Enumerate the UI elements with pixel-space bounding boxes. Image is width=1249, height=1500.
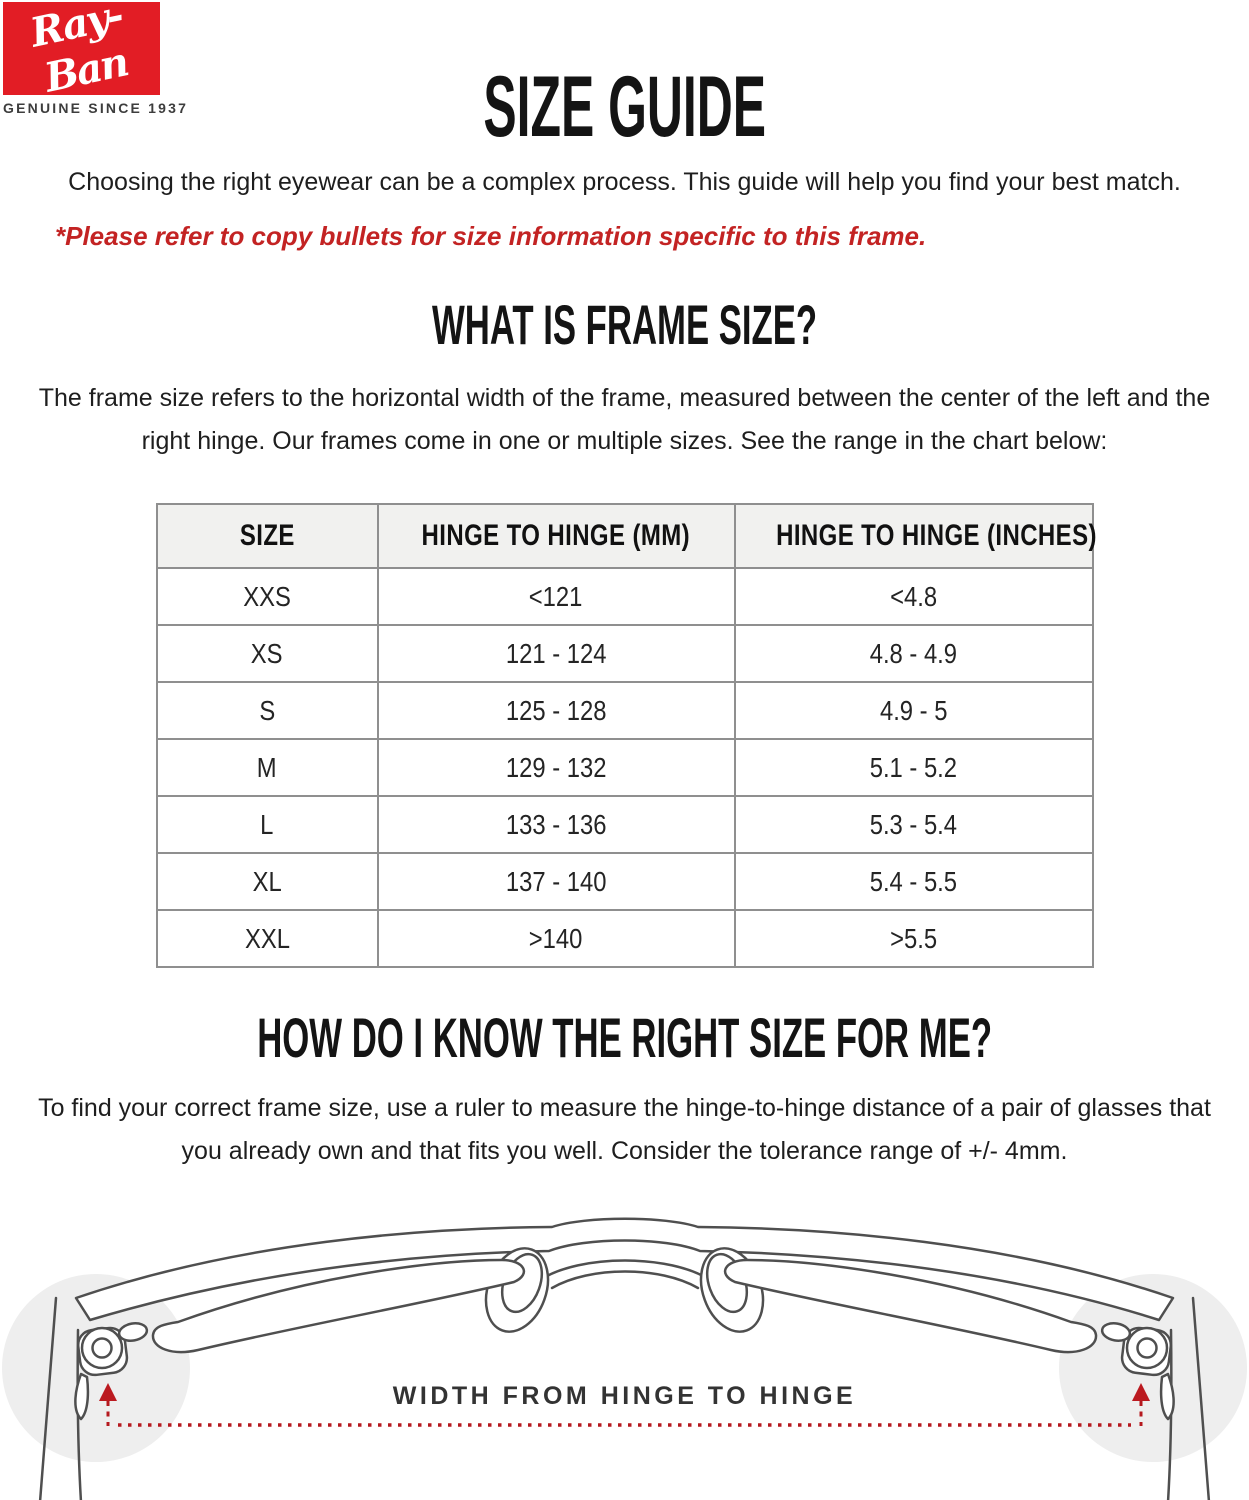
cell-size: S [155, 681, 379, 740]
brand-tagline: GENUINE SINCE 1937 [3, 100, 189, 116]
right-size-heading: HOW DO I KNOW THE RIGHT SIZE FOR ME? [257, 1006, 992, 1069]
cell-mm: 121 - 124 [376, 624, 736, 683]
measure-arrow-up-left-icon [99, 1383, 117, 1401]
table-row: L 133 - 136 5.3 - 5.4 [155, 795, 1094, 854]
nose-pad-left [484, 1247, 550, 1333]
hinge-screw-left [91, 1337, 113, 1359]
table-row: S 125 - 128 4.9 - 5 [155, 681, 1094, 740]
glasses-top-view-drawing [2, 1217, 1247, 1500]
table-row: XXS <121 <4.8 [155, 567, 1094, 626]
cell-inches: 5.4 - 5.5 [733, 852, 1094, 911]
right-size-body: To find your correct frame size, use a r… [38, 1094, 1211, 1165]
nose-bridge-arch [538, 1259, 712, 1282]
temple-arm-left [151, 1258, 526, 1354]
frame-size-body: The frame size refers to the horizontal … [38, 384, 1211, 455]
temple-arm-right [723, 1258, 1098, 1354]
hinge-barrel-right [1100, 1322, 1132, 1342]
cell-size: XL [155, 852, 379, 911]
cell-inches: 5.3 - 5.4 [733, 795, 1094, 854]
cell-mm: 125 - 128 [376, 681, 736, 740]
size-table-header-row: SIZE HINGE TO HINGE (MM) HINGE TO HINGE … [155, 503, 1096, 569]
cell-inches: >5.5 [733, 909, 1094, 968]
page-title: SIZE GUIDE [483, 59, 766, 155]
cell-size: M [155, 738, 379, 797]
rayban-logo: Ray-Ban GENUINE SINCE 1937 [3, 0, 189, 116]
size-table: SIZE HINGE TO HINGE (MM) HINGE TO HINGE … [155, 503, 1096, 968]
table-row: XS 121 - 124 4.8 - 4.9 [155, 624, 1094, 683]
col-header-size: SIZE [155, 503, 379, 569]
table-row: XL 137 - 140 5.4 - 5.5 [155, 852, 1094, 911]
glasses-illustration: WIDTH FROM HINGE TO HINGE [0, 1180, 1249, 1500]
hinge-barrel-left [117, 1322, 149, 1342]
nose-bridge-arch-inner [550, 1270, 700, 1290]
rayban-logo-box: Ray-Ban [3, 0, 160, 101]
col-header-hinge-inches: HINGE TO HINGE (INCHES) [733, 503, 1096, 569]
cell-mm: 133 - 136 [376, 795, 736, 854]
cell-mm: 137 - 140 [376, 852, 736, 911]
table-row: XXL >140 >5.5 [155, 909, 1094, 968]
hinge-width-label: WIDTH FROM HINGE TO HINGE [392, 1382, 857, 1410]
cell-inches: 4.8 - 4.9 [733, 624, 1094, 683]
temple-left-outer-edge [38, 1296, 58, 1500]
frame-note: *Please refer to copy bullets for size i… [55, 221, 927, 251]
temple-right-inner-edge [1166, 1328, 1173, 1500]
temple-right-outer-edge [1191, 1296, 1211, 1500]
cell-inches: <4.8 [733, 567, 1094, 626]
cell-size: L [155, 795, 379, 854]
cell-inches: 5.1 - 5.2 [733, 738, 1094, 797]
cell-size: XS [155, 624, 379, 683]
nose-pad-right [699, 1247, 765, 1333]
cell-mm: 129 - 132 [376, 738, 736, 797]
cell-inches: 4.9 - 5 [733, 681, 1094, 740]
hinge-screw-right [1136, 1337, 1158, 1359]
cell-mm: >140 [376, 909, 736, 968]
temple-tip-loop-right [1159, 1372, 1175, 1421]
table-row: M 129 - 132 5.1 - 5.2 [155, 738, 1094, 797]
frame-size-heading: WHAT IS FRAME SIZE? [431, 293, 818, 356]
measure-arrow-up-right-icon [1132, 1383, 1150, 1401]
intro-text: Choosing the right eyewear can be a comp… [68, 168, 1181, 196]
hinge-width-measure [99, 1383, 1150, 1427]
cell-size: XXL [155, 909, 379, 968]
temple-left-inner-edge [76, 1328, 83, 1500]
temple-tip-loop-left [74, 1372, 90, 1421]
cell-size: XXS [155, 567, 379, 626]
col-header-hinge-mm: HINGE TO HINGE (MM) [376, 503, 736, 569]
cell-mm: <121 [376, 567, 736, 626]
